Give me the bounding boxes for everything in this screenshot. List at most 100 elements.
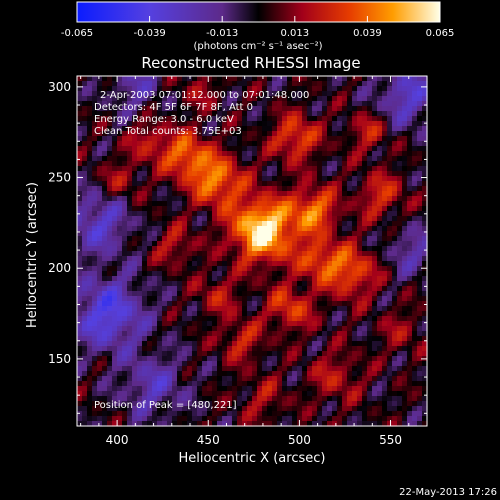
heatmap-cell	[232, 286, 238, 292]
heatmap-cell	[122, 356, 128, 362]
heatmap-cell	[197, 366, 203, 372]
heatmap-cell	[212, 386, 218, 392]
heatmap-cell	[262, 366, 268, 372]
heatmap-cell	[337, 391, 343, 397]
heatmap-cell	[107, 186, 113, 192]
heatmap-cell	[307, 126, 313, 132]
heatmap-cell	[97, 81, 103, 87]
heatmap-cell	[377, 151, 383, 157]
heatmap-cell	[97, 291, 103, 297]
heatmap-cell	[287, 416, 293, 422]
heatmap-cell	[257, 271, 263, 277]
heatmap-cell	[162, 256, 168, 262]
y-tick-label: 150	[48, 352, 71, 366]
heatmap-cell	[172, 131, 178, 137]
heatmap-cell	[417, 316, 423, 322]
heatmap-cell	[382, 406, 388, 412]
heatmap-cell	[307, 196, 313, 202]
heatmap-cell	[397, 236, 403, 242]
heatmap-cell	[292, 386, 298, 392]
heatmap-cell	[397, 106, 403, 112]
heatmap-cell	[172, 306, 178, 312]
heatmap-cell	[227, 366, 233, 372]
heatmap-cell	[307, 311, 313, 317]
heatmap-cell	[422, 151, 428, 157]
heatmap-cell	[287, 206, 293, 212]
heatmap-cell	[82, 216, 88, 222]
heatmap-cell	[92, 116, 98, 122]
heatmap-cell	[237, 176, 243, 182]
heatmap-cell	[377, 391, 383, 397]
heatmap-cell	[382, 131, 388, 137]
heatmap-cell	[337, 301, 343, 307]
heatmap-cell	[87, 121, 93, 127]
heatmap-cell	[182, 96, 188, 102]
heatmap-cell	[392, 256, 398, 262]
heatmap-cell	[352, 311, 358, 317]
heatmap-cell	[97, 106, 103, 112]
heatmap-cell	[322, 121, 328, 127]
heatmap-cell	[417, 306, 423, 312]
heatmap-cell	[392, 231, 398, 237]
heatmap-cell	[242, 336, 248, 342]
heatmap-cell	[87, 226, 93, 232]
heatmap-cell	[102, 106, 108, 112]
heatmap-cell	[257, 171, 263, 177]
heatmap-cell	[302, 401, 308, 407]
heatmap-cell	[317, 321, 323, 327]
heatmap-cell	[402, 196, 408, 202]
heatmap-cell	[267, 381, 273, 387]
heatmap-cell	[387, 191, 393, 197]
heatmap-cell	[192, 171, 198, 177]
heatmap-cell	[377, 306, 383, 312]
heatmap-cell	[267, 261, 273, 267]
heatmap-cell	[352, 321, 358, 327]
heatmap-cell	[387, 86, 393, 92]
heatmap-cell	[182, 186, 188, 192]
heatmap-cell	[217, 351, 223, 357]
heatmap-cell	[257, 201, 263, 207]
heatmap-cell	[322, 106, 328, 112]
heatmap-cell	[187, 186, 193, 192]
heatmap-cell	[327, 251, 333, 257]
heatmap-cell	[107, 251, 113, 257]
heatmap-cell	[377, 401, 383, 407]
heatmap-cell	[297, 331, 303, 337]
heatmap-cell	[362, 181, 368, 187]
heatmap-cell	[372, 131, 378, 137]
y-tick-label: 200	[48, 261, 71, 275]
heatmap-cell	[337, 161, 343, 167]
heatmap-cell	[102, 261, 108, 267]
heatmap-cell	[292, 171, 298, 177]
heatmap-cell	[377, 366, 383, 372]
heatmap-cell	[207, 201, 213, 207]
heatmap-cell	[107, 201, 113, 207]
heatmap-cell	[387, 356, 393, 362]
heatmap-cell	[402, 376, 408, 382]
heatmap-cell	[112, 406, 118, 412]
heatmap-cell	[337, 336, 343, 342]
heatmap-cell	[302, 186, 308, 192]
plot-area	[76, 75, 428, 427]
heatmap-cell	[97, 376, 103, 382]
heatmap-cell	[312, 181, 318, 187]
heatmap-cell	[207, 206, 213, 212]
heatmap-cell	[392, 176, 398, 182]
heatmap-cell	[102, 311, 108, 317]
heatmap-cell	[192, 91, 198, 97]
heatmap-cell	[142, 421, 148, 427]
heatmap-cell	[237, 111, 243, 117]
heatmap-cell	[177, 181, 183, 187]
heatmap-cell	[202, 311, 208, 317]
heatmap-cell	[397, 211, 403, 217]
heatmap-cell	[372, 121, 378, 127]
heatmap-cell	[282, 131, 288, 137]
heatmap-cell	[322, 216, 328, 222]
heatmap-cell	[187, 396, 193, 402]
heatmap-cell	[172, 356, 178, 362]
heatmap-cell	[77, 126, 83, 132]
heatmap-cell	[162, 351, 168, 357]
heatmap-cell	[272, 271, 278, 277]
heatmap-cell	[197, 191, 203, 197]
heatmap-cell	[107, 111, 113, 117]
